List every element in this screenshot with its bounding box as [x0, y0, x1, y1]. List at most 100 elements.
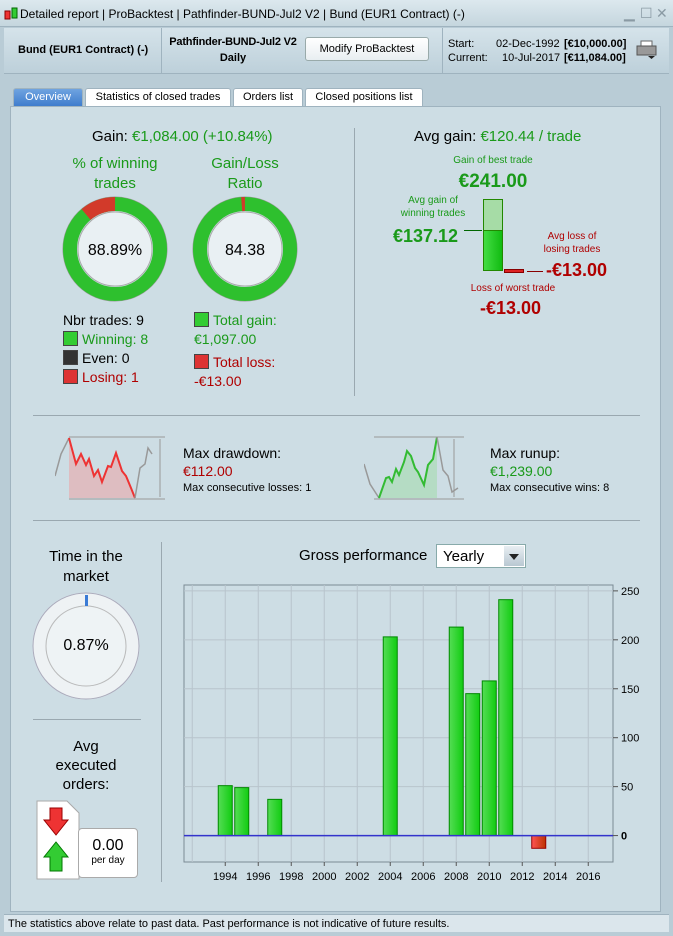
bar-2008 [448, 626, 464, 837]
avg-win-bar [483, 230, 503, 271]
avg-gain-value: €120.44 / trade [480, 128, 582, 145]
max-drawdown-value: €112.00 [183, 463, 233, 479]
period-select[interactable]: Yearly [436, 544, 526, 568]
gross-performance-chart: 0 50 100 150 200 250 1994 1996 1998 2000 2002 2004 2… [183, 584, 639, 883]
orders-per-day-box: 0.00 per day [78, 828, 138, 878]
x-tick-label: 2002 [345, 871, 369, 883]
y-tick-label: 0 [621, 831, 627, 843]
title-line: trades [94, 175, 136, 192]
current-date: 10-Jul-2017 [502, 52, 561, 64]
avg-gain-summary: Avg gain: €120.44 / trade [414, 128, 581, 145]
bar-1995 [234, 787, 250, 837]
instrument-name: Bund (EUR1 Contract) (-) [18, 44, 149, 56]
x-tick-label: 1996 [246, 871, 270, 883]
avg-loss-label: Avg loss of losing trades [532, 230, 612, 256]
modify-probacktest-button[interactable]: Modify ProBacktest [305, 37, 429, 61]
best-trade-value: €241.00 [458, 171, 528, 192]
gain-loss-ratio-donut [192, 196, 298, 302]
avg-win-value: €137.12 [393, 226, 459, 246]
winning-trades-donut [62, 196, 168, 302]
total-loss-row: Total loss: [194, 353, 277, 372]
current-label: Current: [448, 52, 488, 64]
title-line: Time in the [49, 548, 123, 565]
divider [33, 415, 640, 416]
timeframe: Daily [219, 52, 247, 64]
print-icon[interactable] [636, 40, 658, 60]
arrow-icon [527, 271, 543, 272]
y-tick-label: 250 [621, 586, 639, 598]
chevron-down-icon[interactable] [504, 546, 524, 566]
gross-performance-label: Gross performance [299, 547, 428, 564]
x-tick-label: 2012 [510, 871, 534, 883]
worst-trade-value: -€13.00 [480, 298, 542, 318]
red-square-icon [194, 354, 209, 369]
time-in-market-value: 0.87% [63, 637, 109, 654]
gain-loss-ratio-value: 84.38 [224, 242, 266, 259]
title-line: orders: [62, 776, 110, 793]
best-trade-label: Gain of best trade [453, 155, 533, 166]
losing-count: Losing: 1 [82, 369, 139, 385]
bar-2013 [531, 835, 547, 849]
start-date: 02-Dec-1992 [496, 38, 560, 50]
y-tick-label: 150 [621, 684, 639, 696]
window-title: Detailed report | ProBacktest | Pathfind… [20, 7, 465, 21]
bar-2004 [382, 636, 398, 837]
total-gain-row: Total gain: [194, 311, 277, 330]
donut-loss-arc [63, 197, 167, 301]
max-consecutive-wins: Max consecutive wins: 8 [490, 482, 610, 494]
winning-count: Winning: 8 [82, 331, 149, 347]
label-line: Avg gain of [408, 195, 458, 206]
tab-statistics-closed-trades[interactable]: Statistics of closed trades [85, 88, 231, 106]
even-count-row: Even: 0 [63, 349, 148, 368]
avg-loss-bar [504, 269, 524, 273]
maximize-button[interactable]: ☐ [640, 5, 653, 21]
minimize-button[interactable]: ▁ [624, 5, 635, 21]
current-capital: [€11,084.00] [564, 52, 626, 64]
drawdown-sparkline [55, 436, 165, 500]
divider [161, 28, 162, 74]
orders-per-day-unit: per day [91, 855, 125, 866]
divider [161, 542, 162, 882]
bar-1994 [217, 785, 233, 837]
black-square-icon [63, 350, 78, 365]
avg-win-label: Avg gain of winning trades [388, 194, 478, 220]
x-tick-label: 1998 [279, 871, 303, 883]
runup-sparkline [364, 436, 464, 500]
x-tick-label: 2008 [444, 871, 468, 883]
gain-loss-ratio-title: Gain/Loss Ratio [180, 154, 310, 194]
label-line: winning trades [400, 208, 466, 219]
y-tick-label: 50 [621, 782, 633, 794]
title-line: Avg [73, 738, 99, 755]
gain-loss-totals: Total gain: €1,097.00 Total loss: -€13.0… [194, 311, 277, 391]
max-runup-label: Max runup: [490, 445, 561, 461]
worst-trade-label: Loss of worst trade [470, 283, 556, 294]
tab-closed-positions-list[interactable]: Closed positions list [305, 88, 423, 106]
title-line: market [63, 568, 109, 585]
tab-overview[interactable]: Overview [13, 88, 83, 106]
nbr-trades: Nbr trades: 9 [63, 312, 144, 328]
max-consecutive-losses: Max consecutive losses: 1 [183, 482, 312, 494]
donut-center [77, 211, 153, 287]
close-button[interactable]: ✕ [656, 5, 668, 21]
total-gain-label: Total gain: [213, 312, 277, 328]
divider [33, 520, 640, 521]
gain-label: Gain: [92, 128, 128, 145]
donut-center [207, 211, 283, 287]
title-line: % of winning [72, 155, 158, 172]
even-count: Even: 0 [82, 350, 130, 366]
green-square-icon [63, 331, 78, 346]
x-tick-label: 1994 [213, 871, 237, 883]
gain-value: €1,084.00 (+10.84%) [132, 128, 273, 145]
tab-orders-list[interactable]: Orders list [233, 88, 303, 106]
green-square-icon [194, 312, 209, 327]
winning-percent: 88.89% [87, 242, 143, 259]
bar-1997 [267, 798, 283, 837]
x-tick-label: 2014 [543, 871, 567, 883]
label-line: Avg loss of [547, 231, 597, 242]
x-tick-label: 2010 [477, 871, 501, 883]
divider [33, 719, 141, 720]
total-gain-value: €1,097.00 [194, 331, 257, 347]
losing-count-row: Losing: 1 [63, 368, 148, 387]
x-tick-label: 2006 [411, 871, 435, 883]
red-square-icon [63, 369, 78, 384]
